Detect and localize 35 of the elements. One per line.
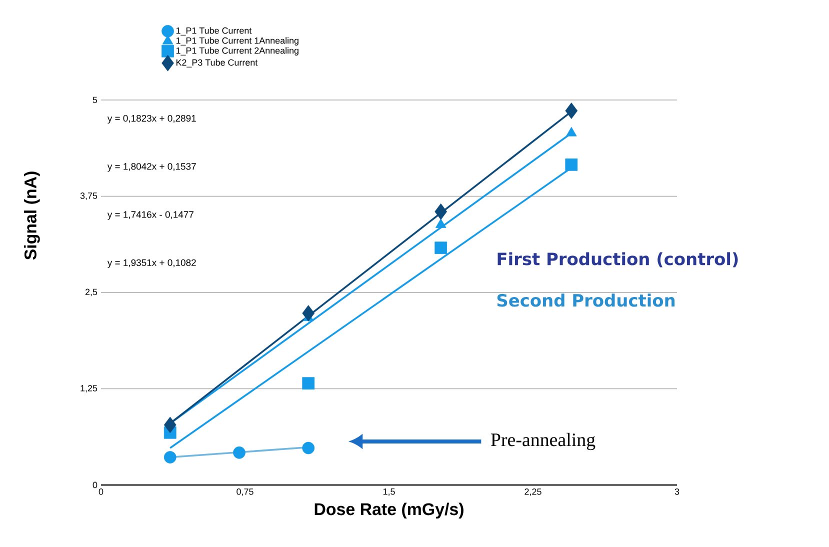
x-tick-label: 0,75	[236, 488, 254, 496]
annotation: y = 0,1823x + 0,2891	[107, 114, 196, 124]
point	[302, 442, 315, 454]
y-tick-label: 1,25	[80, 385, 98, 392]
point	[302, 377, 315, 390]
annotation: First Production (control)	[498, 252, 738, 268]
y-tick-label: 3,75	[80, 192, 98, 200]
y-tick-label: 0	[92, 482, 98, 488]
point	[302, 305, 315, 322]
x-axis-title: Dose Rate (mGy/s)	[314, 502, 464, 519]
y-tick-label: 2,5	[85, 288, 98, 296]
annotation: Pre-annealing	[490, 432, 596, 450]
point	[233, 446, 246, 459]
legend-label: 1_P1 Tube Current 2Annealing	[176, 47, 298, 56]
x-tick-label: 0	[98, 488, 104, 495]
annotation: Second Production	[497, 294, 675, 307]
annotation: y = 1,9351x + 0,1082	[107, 259, 196, 268]
point	[566, 126, 577, 136]
x-tick-label: 3	[674, 488, 680, 495]
y-axis-title: Signal (nA)	[24, 172, 40, 260]
point	[434, 203, 448, 220]
point	[164, 416, 176, 434]
annotation: y = 1,7416x - 0,1477	[107, 211, 194, 220]
point	[164, 451, 176, 464]
point	[565, 158, 578, 171]
y-tick-label: 5	[92, 96, 98, 104]
point	[434, 242, 448, 254]
point	[565, 102, 578, 119]
annotation: y = 1,8042x + 0,1537	[107, 163, 196, 172]
x-tick-label: 1,5	[383, 488, 395, 496]
legend-label: 1_P1 Tube Current	[176, 27, 252, 36]
point	[435, 218, 446, 228]
legend-label: 1_P1 Tube Current 1Annealing	[176, 37, 298, 46]
x-tick-label: 2,25	[524, 488, 542, 496]
legend-label: K2_P3 Tube Current	[176, 59, 258, 68]
